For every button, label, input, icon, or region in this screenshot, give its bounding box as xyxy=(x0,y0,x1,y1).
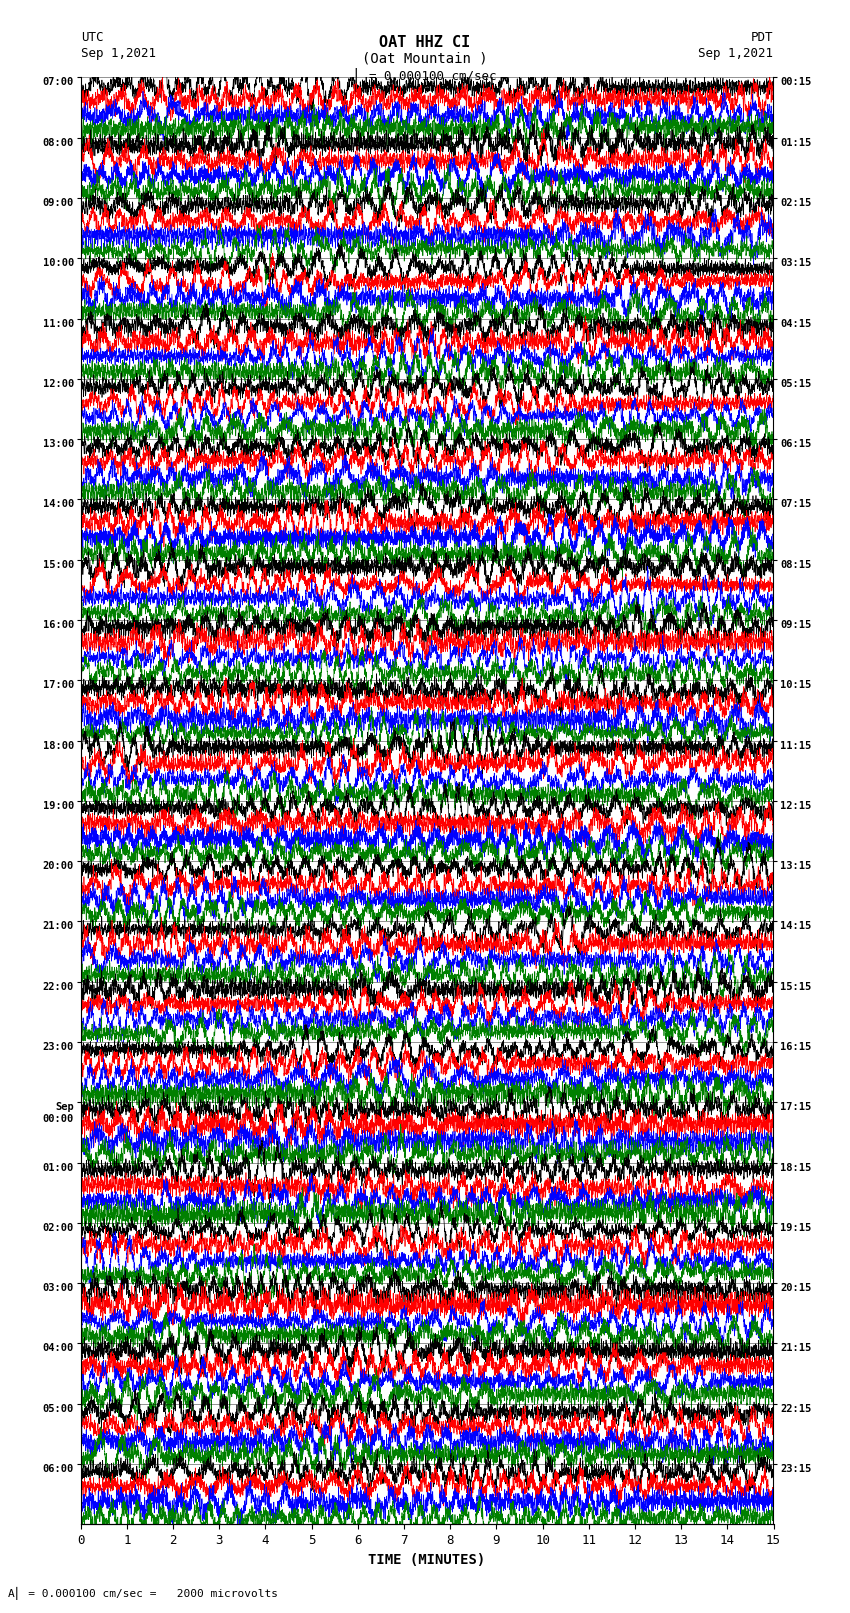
Text: Sep 1,2021: Sep 1,2021 xyxy=(81,47,156,60)
X-axis label: TIME (MINUTES): TIME (MINUTES) xyxy=(369,1553,485,1566)
Text: OAT HHZ CI: OAT HHZ CI xyxy=(379,35,471,50)
Text: A⎢ = 0.000100 cm/sec =   2000 microvolts: A⎢ = 0.000100 cm/sec = 2000 microvolts xyxy=(8,1587,279,1600)
Text: PDT: PDT xyxy=(751,31,774,44)
Text: ⎢ = 0.000100 cm/sec: ⎢ = 0.000100 cm/sec xyxy=(354,68,496,84)
Text: (Oat Mountain ): (Oat Mountain ) xyxy=(362,52,488,66)
Text: Sep 1,2021: Sep 1,2021 xyxy=(699,47,774,60)
Text: UTC: UTC xyxy=(81,31,103,44)
